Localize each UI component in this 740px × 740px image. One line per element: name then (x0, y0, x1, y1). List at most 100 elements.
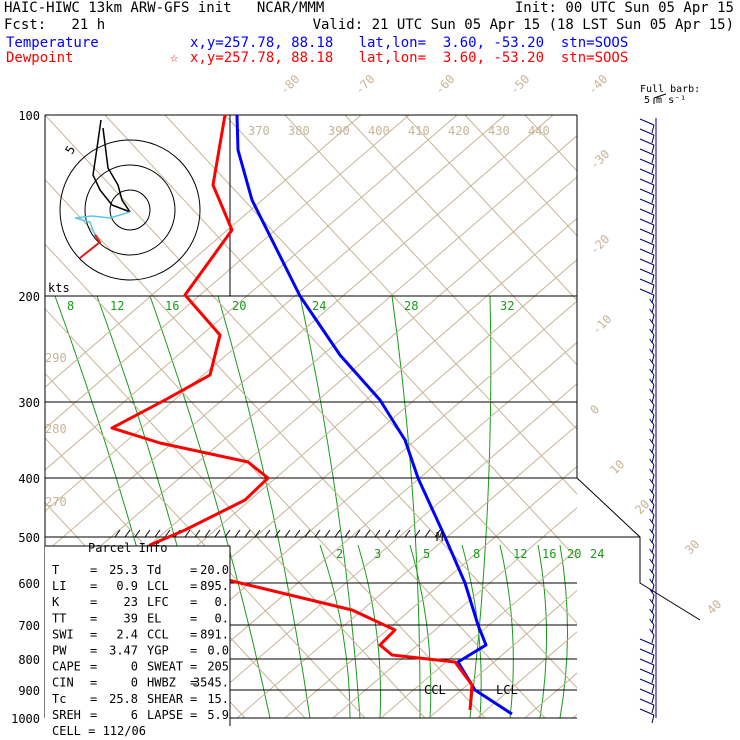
freezing-hatch (274, 529, 281, 538)
theta-label: 410 (408, 124, 430, 138)
parcel-eq: = (190, 692, 197, 706)
wind-barb-staff (651, 274, 655, 284)
parcel-value: 0.0 (207, 644, 229, 658)
freezing-hatch (414, 529, 421, 538)
parcel-eq: = (190, 595, 197, 609)
wind-barb-staff (651, 134, 655, 144)
parcel-key: PW (52, 644, 67, 658)
wind-barb-flag (649, 388, 655, 396)
wind-barb-flag (649, 618, 655, 626)
wind-barb-flag (639, 138, 655, 146)
right-axis-lower (576, 477, 701, 621)
wind-barb-flag (639, 638, 655, 646)
freezing-hatch (124, 529, 131, 538)
mixing-ratio-line (149, 295, 271, 719)
wind-barb-staff (651, 334, 655, 344)
wind-barb-staff (651, 164, 655, 174)
dewpoint-legend-label: Dewpoint (6, 50, 74, 66)
theta-side-label: 280 (45, 422, 67, 436)
hodograph-ring-label: 5 (62, 143, 78, 156)
wind-barb-flag (649, 478, 655, 486)
freezing-hatch (184, 529, 191, 538)
init-time: Init: 00 UTC Sun 05 Apr 15 (514, 0, 734, 16)
isotherm-line (717, 115, 740, 718)
freezing-hatch (364, 529, 371, 538)
mixing-ratio-label: 20 (567, 547, 581, 561)
mixing-ratio-line (469, 295, 492, 719)
isotherm-line (621, 115, 740, 718)
wind-barb-staff (651, 424, 655, 434)
wind-barb-flag (649, 438, 655, 446)
parcel-key: LI (52, 579, 66, 593)
isotherm-line (669, 115, 740, 718)
wind-barb-flag (639, 228, 655, 236)
parcel-info-row: PW = 3.47 YGP = 0.0 (52, 644, 229, 658)
freezing-hatch (214, 529, 221, 538)
parcel-eq: = (90, 611, 97, 625)
hodograph-ring (109, 189, 151, 231)
parcel-key: T (52, 563, 59, 577)
isotherm-line (45, 115, 506, 512)
parcel-value: 0.9 (116, 579, 138, 593)
isotherm-line (524, 672, 577, 719)
wind-barb-staff (651, 154, 655, 164)
forecast-hour: Fcst: 21 h (4, 17, 106, 33)
parcel-eq: = (90, 595, 97, 609)
wind-barb-flag (649, 458, 655, 466)
isotherm-line (45, 115, 362, 388)
pressure-label: 1000 (11, 712, 40, 726)
parcel-value: 3545. (193, 676, 229, 690)
freezing-hatch (164, 529, 171, 538)
freezing-hatch (154, 529, 161, 538)
theta-label: 370 (248, 124, 270, 138)
dry-adiabat-line (45, 243, 486, 719)
wind-barb-staff (651, 374, 655, 384)
wind-barb-flag (639, 238, 655, 246)
freezing-hatch (204, 529, 211, 538)
mixing-ratio-line (217, 295, 311, 719)
parcel-key: K (52, 595, 60, 609)
dry-adiabat-line (645, 115, 740, 718)
wind-barb-staff (651, 614, 655, 624)
wind-barb-flag (639, 248, 655, 256)
mixing-ratio-line (357, 544, 382, 719)
parcel-value: 2.4 (116, 627, 138, 641)
wind-barb-staff (651, 284, 655, 294)
wind-barb-flag (639, 218, 655, 226)
dewpoint-profile (110, 114, 474, 711)
wind-barb-staff (651, 494, 655, 504)
mixing-ratio-line (391, 295, 421, 719)
parcel-info-row: TT = 39 EL = 0. (52, 611, 229, 625)
isotherm-label: -40 (585, 72, 610, 97)
wind-barb-flag (649, 348, 655, 356)
parcel-value: 39 (124, 611, 138, 625)
wind-barb-flag (649, 308, 655, 316)
temperature-profile (235, 114, 513, 716)
freezing-hatch (144, 529, 151, 538)
theta-side-label: 290 (45, 351, 67, 365)
wind-barb-flag (639, 648, 655, 656)
wind-barb-staff (651, 184, 655, 194)
wind-barb-staff (651, 174, 655, 184)
temperature-legend-label: Temperature (6, 35, 99, 51)
isotherm-line (332, 507, 577, 719)
hodograph-ring (84, 164, 176, 256)
parcel-info-row: Tc = 25.8 SHEAR = 15. (52, 692, 229, 706)
wind-barb-staff (651, 564, 655, 574)
wind-barb-flag (649, 608, 655, 616)
wind-barb-flag (649, 318, 655, 326)
wind-barb-flag (649, 588, 655, 596)
parcel-key: CIN (52, 676, 74, 690)
wind-barb-staff (651, 304, 655, 314)
wind-barb-flag (649, 508, 655, 516)
isotherm-line (188, 383, 577, 719)
wind-barb-staff (651, 214, 655, 224)
wind-barb-flag (649, 398, 655, 406)
wind-barb-staff (651, 384, 655, 394)
parcel-key: CAPE (52, 660, 81, 674)
barb-legend-sample (653, 93, 667, 99)
pressure-label: 100 (18, 109, 40, 123)
parcel-key: CCL (147, 627, 169, 641)
dry-adiabat-line (45, 115, 577, 689)
